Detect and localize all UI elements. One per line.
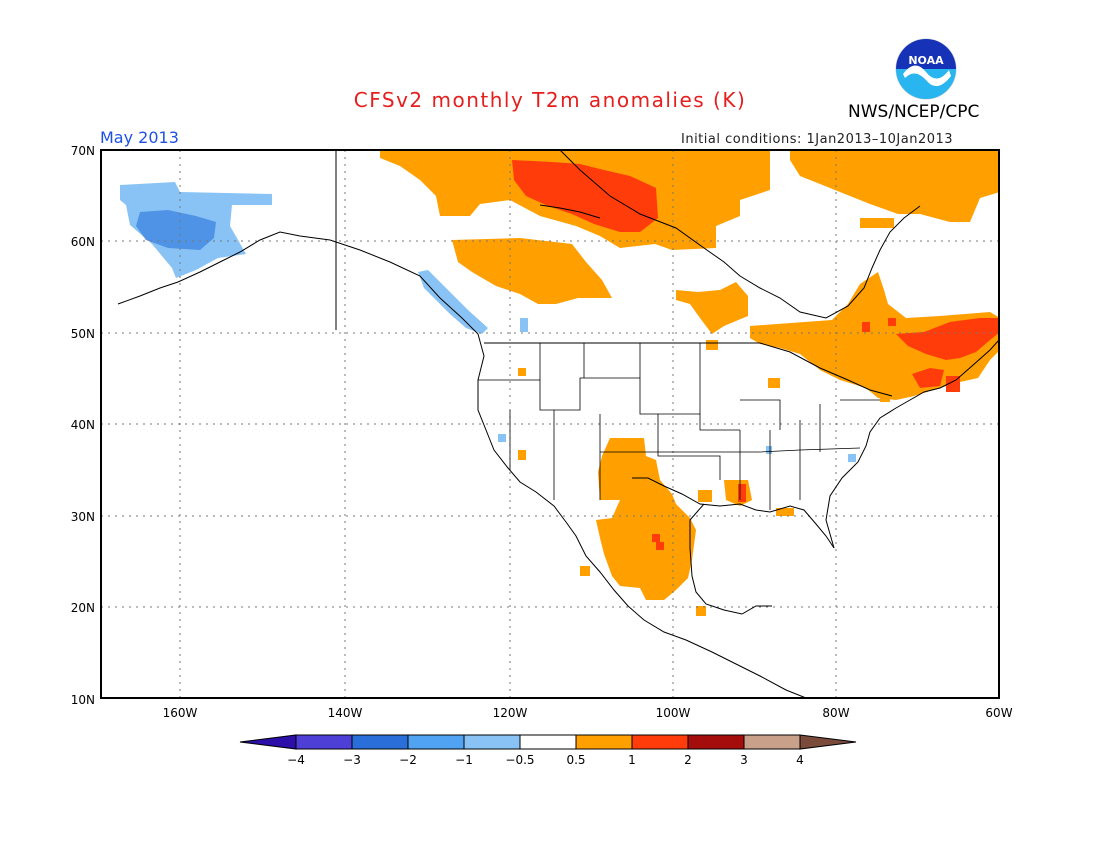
anomaly-region-gulf-dot [776, 508, 794, 516]
lat-tick: 10N [71, 693, 95, 707]
anomaly-region-baja-dot [580, 566, 590, 576]
lon-tick: 100W [656, 706, 691, 720]
colorbar-box [575, 734, 633, 750]
lat-tick: 30N [71, 510, 95, 524]
colorbar-boxes [239, 734, 857, 750]
lon-tick: 60W [985, 706, 1012, 720]
anomaly-region-mx-red-2 [656, 542, 664, 550]
anomaly-region-ncanada-orange-2 [452, 238, 612, 304]
colorbar-box [407, 734, 465, 750]
colorbar-label: −1 [455, 753, 473, 767]
colorbar-arrow-low [239, 734, 297, 750]
agency-label: NWS/NCEP/CPC [848, 102, 980, 122]
anomaly-region-greatslave-red [512, 160, 658, 232]
noaa-logo-icon: NOAA [895, 38, 957, 100]
anomaly-region-quebec-red [896, 318, 999, 360]
colorbar-box [351, 734, 409, 750]
anomaly-region-yuc-dot [696, 606, 706, 616]
anomaly-region-greatlakes-dot [768, 378, 780, 388]
lon-labels: 160W 140W 120W 100W 80W 60W [163, 706, 1013, 720]
lon-tick: 160W [163, 706, 198, 720]
anomaly-region-tx-dot [698, 490, 712, 502]
colorbar-label: −4 [287, 753, 305, 767]
anomaly-region-or-dot [518, 368, 526, 376]
lon-tick: 80W [822, 706, 849, 720]
anomaly-region-nc-dot [848, 454, 856, 462]
anomaly-region-la-red [738, 484, 746, 502]
colorbar-box [631, 734, 689, 750]
colorbar-label: 1 [628, 753, 636, 767]
lat-tick: 60N [71, 235, 95, 249]
anomaly-region-ontario-dot [706, 340, 718, 350]
anomaly-region-quebec-dot-2 [888, 318, 896, 326]
anomaly-region-bc-dot [520, 318, 528, 332]
anomaly-region-arctic-orange-bit [860, 218, 894, 228]
anomaly-region-ne-canada-orange [790, 150, 999, 222]
anomaly-region-ny-dot [880, 394, 890, 402]
colorbar-box [743, 734, 801, 750]
lat-tick: 50N [71, 327, 95, 341]
lon-tick: 120W [493, 706, 528, 720]
anomaly-region-ca-dot [498, 434, 506, 442]
period-label: May 2013 [100, 128, 179, 147]
anomaly-region-va-dot [766, 446, 772, 454]
lat-tick: 70N [71, 144, 95, 158]
logo-text: NOAA [908, 54, 944, 67]
colorbar-box [295, 734, 353, 750]
colorbar-box [463, 734, 521, 750]
colorbar-box [687, 734, 745, 750]
colorbar-label: 0.5 [566, 753, 585, 767]
lat-tick: 40N [71, 418, 95, 432]
anomaly-region-nv-dot [518, 450, 526, 460]
colorbar-label: −2 [399, 753, 417, 767]
colorbar-labels: −4 −3 −2 −1 −0.5 0.5 1 2 3 4 [287, 753, 804, 767]
colorbar-label: −0.5 [505, 753, 534, 767]
lat-labels: 70N 60N 50N 40N 30N 20N 10N [71, 144, 95, 707]
anomaly-region-quebec-dot [862, 322, 870, 332]
anomaly-region-hudson-orange [676, 282, 748, 334]
lon-tick: 140W [328, 706, 363, 720]
coastlines [117, 150, 999, 698]
map-frame [100, 149, 1000, 699]
anomaly-region-newengland-red [912, 368, 944, 388]
state-borders [478, 343, 880, 510]
colorbar-label: −3 [343, 753, 361, 767]
anomaly-region-bc-light [418, 270, 488, 334]
colorbar-box [519, 734, 577, 750]
colorbar-label: 2 [684, 753, 692, 767]
colorbar-label: 4 [796, 753, 804, 767]
colorbar-arrow-high [799, 734, 857, 750]
anomaly-region-alaska-core [136, 210, 216, 250]
anomaly-region-sw-orange [596, 438, 696, 600]
anomaly-region-quebec-orange [750, 272, 999, 400]
anomaly-region-mx-red [652, 534, 660, 542]
lat-tick: 20N [71, 601, 95, 615]
chart-title: CFSv2 monthly T2m anomalies (K) [353, 88, 747, 112]
initial-conditions-label: Initial conditions: 1Jan2013–10Jan2013 [681, 132, 954, 147]
colorbar-label: 3 [740, 753, 748, 767]
anomaly-shading [120, 150, 999, 616]
